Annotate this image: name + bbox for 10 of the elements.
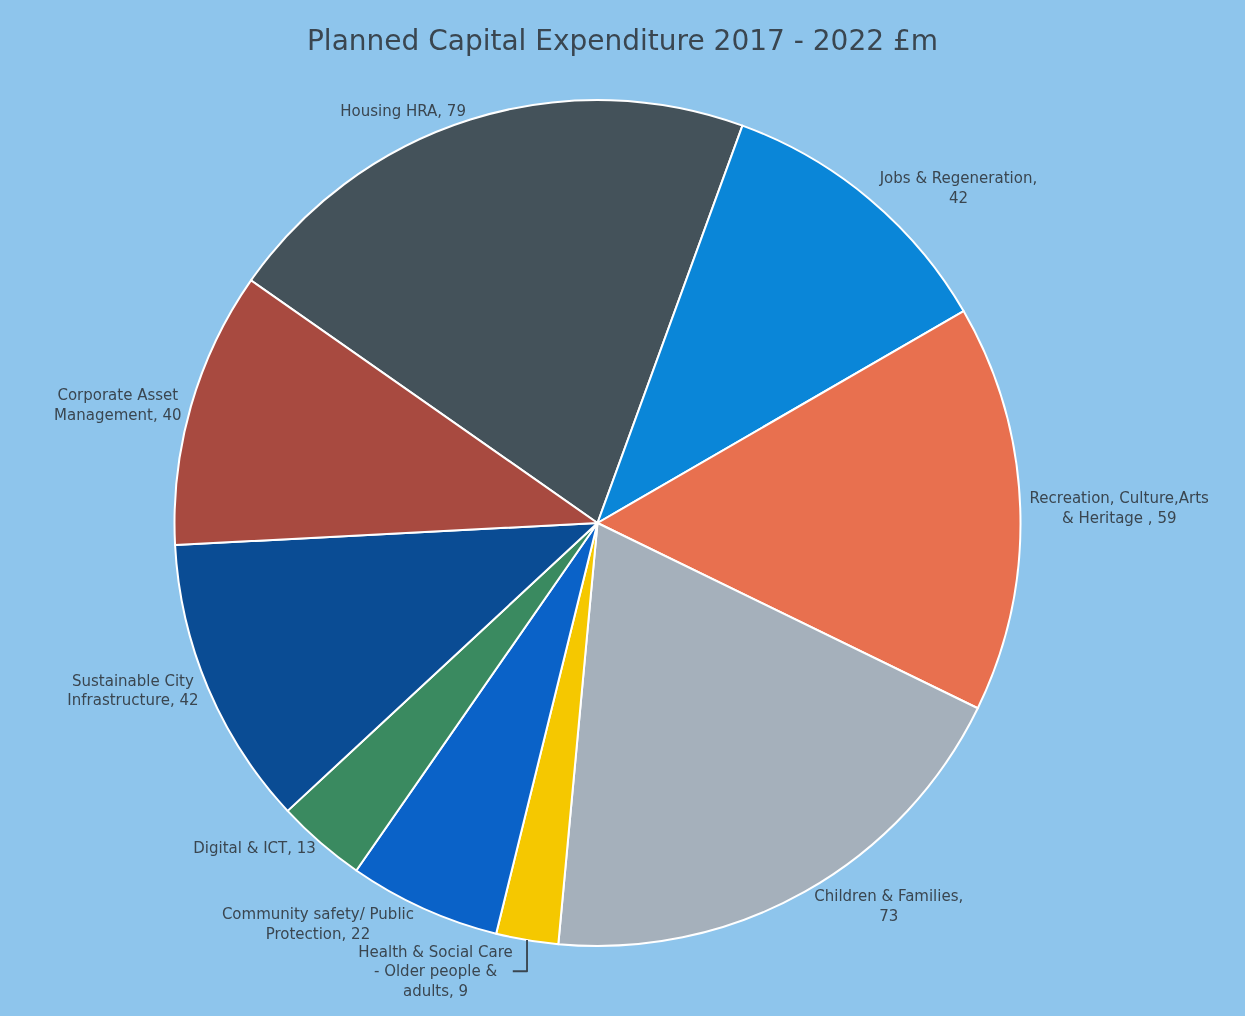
slice-label: Community safety/ Public Protection, 22 (221, 905, 414, 943)
slice-label: Sustainable City Infrastructure, 42 (67, 671, 199, 710)
slice-label: Corporate Asset Management, 40 (54, 386, 182, 424)
slice-label: Jobs & Regeneration, 42 (878, 169, 1038, 207)
slice-label: Recreation, Culture,Arts & Heritage , 59 (1029, 489, 1210, 527)
slice-label: Health & Social Care - Older people & adults, 9 (358, 942, 513, 1000)
slice-label: Housing HRA, 79 (340, 102, 466, 121)
slice-label: Children & Families, 73 (814, 887, 964, 925)
chart-title: Planned Capital Expenditure 2017 - 2022 £m (306, 24, 939, 58)
slice-label: Digital & ICT, 13 (193, 838, 316, 857)
